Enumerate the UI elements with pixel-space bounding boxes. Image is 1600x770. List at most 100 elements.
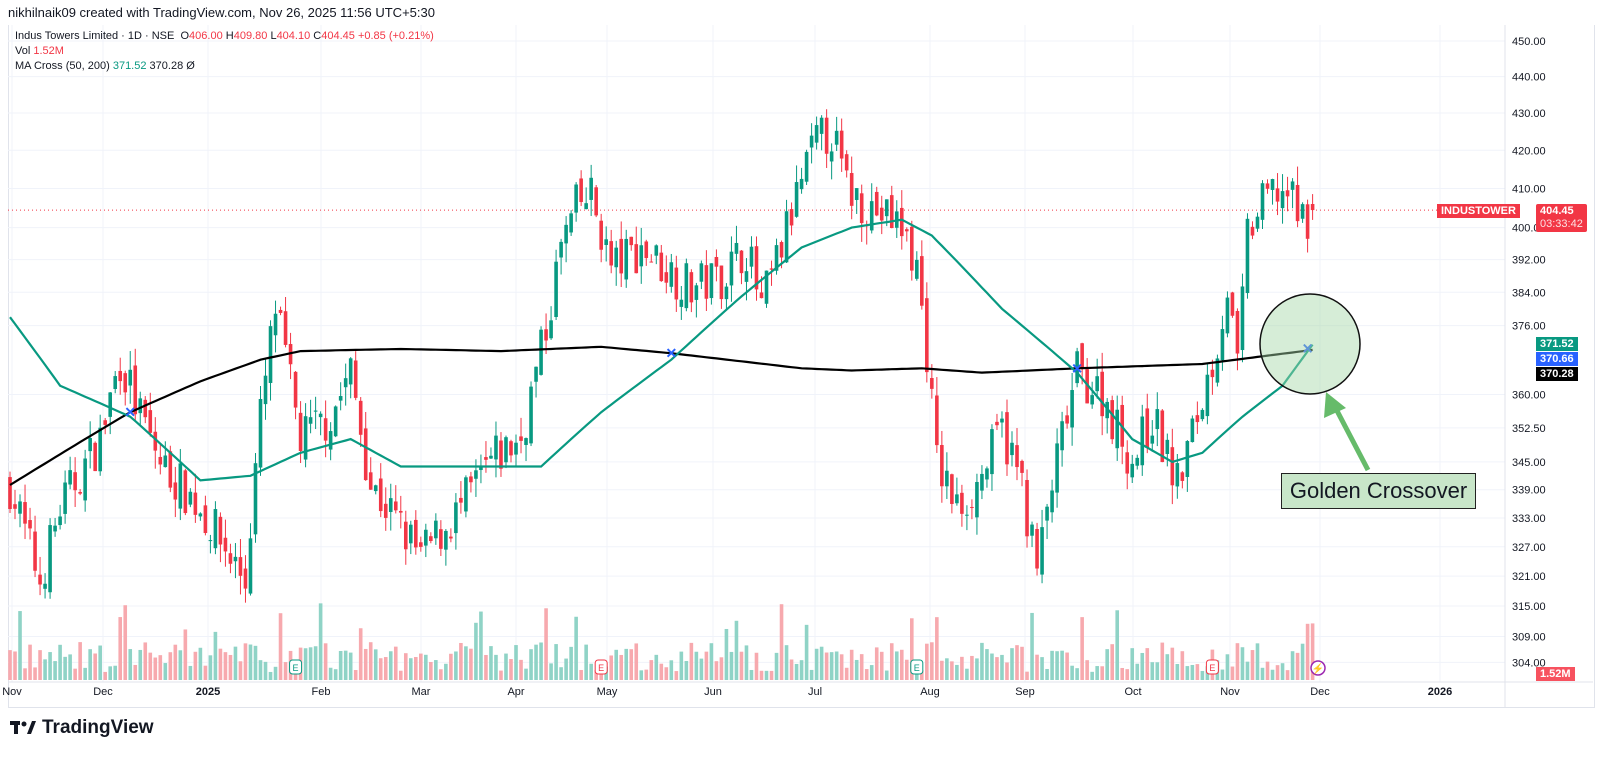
candle-body	[183, 470, 188, 514]
volume-bar	[1200, 670, 1205, 680]
volume-bar	[368, 642, 373, 680]
candle-body	[799, 178, 804, 190]
candle-body	[1090, 395, 1094, 405]
volume-bar	[1245, 661, 1250, 680]
volume-bar	[960, 656, 964, 680]
candle-body	[709, 263, 714, 299]
volume-bar	[173, 644, 178, 680]
volume-bar	[584, 644, 588, 680]
x-tick-label: May	[597, 686, 618, 698]
candle-body	[143, 399, 148, 418]
highlight-circle	[1259, 293, 1361, 395]
volume-bar	[589, 663, 593, 680]
candle-body	[1145, 408, 1150, 448]
candle-body	[1040, 527, 1044, 575]
arrow-head-icon	[1324, 392, 1346, 418]
volume-bar	[649, 660, 654, 680]
volume-bar	[308, 647, 313, 680]
volume-bar	[534, 644, 538, 680]
candle-body	[754, 246, 759, 290]
golden-crossover-label[interactable]: Golden Crossover	[1281, 473, 1476, 509]
volume-legend: Vol 1.52M	[15, 45, 64, 57]
volume-tag: 1.52M	[1536, 667, 1575, 681]
volume-bar	[1235, 643, 1240, 680]
volume-bar	[544, 608, 548, 680]
candle-body	[1235, 310, 1240, 354]
volume-bar	[1120, 667, 1125, 680]
candle-body	[303, 416, 308, 460]
candle-body	[789, 209, 794, 226]
candle-body	[839, 130, 844, 159]
cross-marker-icon: ✕	[124, 404, 136, 420]
volume-bar	[874, 647, 879, 680]
candle-body	[980, 473, 984, 491]
hidden-icon[interactable]: Ø	[186, 60, 195, 72]
volume-bar	[804, 624, 809, 680]
candle-body	[484, 457, 488, 460]
volume-bar	[1065, 652, 1069, 680]
candle-body	[489, 455, 493, 459]
volume-bar	[138, 649, 143, 680]
candle-body	[43, 583, 47, 589]
volume-bar	[1110, 644, 1114, 680]
change-value: +0.85 (+0.21%)	[357, 30, 434, 42]
candle-body	[714, 256, 719, 267]
earnings-icon: E	[914, 663, 920, 673]
volume-bar	[679, 651, 684, 680]
volume-bar	[163, 663, 168, 680]
candle-body	[243, 568, 248, 589]
candle-body	[609, 241, 613, 266]
x-tick-label: Aug	[920, 686, 940, 698]
candle-body	[213, 509, 218, 549]
candle-body	[1260, 183, 1265, 220]
volume-bar	[393, 646, 398, 680]
volume-bar	[915, 670, 919, 680]
candle-body	[78, 491, 82, 494]
volume-bar	[1265, 661, 1270, 680]
ma-legend: MA Cross (50, 200) 371.52 370.28 Ø	[15, 60, 195, 72]
volume-bar	[1290, 651, 1295, 680]
volume-bar	[659, 663, 664, 680]
candle-body	[1300, 204, 1305, 219]
candle-body	[1095, 376, 1099, 392]
candle-body	[1025, 480, 1029, 537]
candle-body	[13, 504, 17, 509]
candle-body	[1070, 390, 1074, 428]
x-tick-label: Feb	[312, 686, 331, 698]
volume-bar	[694, 651, 699, 680]
candle-body	[68, 470, 72, 485]
volume-bar	[995, 657, 999, 680]
volume-bar	[489, 646, 493, 680]
tradingview-logo[interactable]: TradingView	[10, 717, 154, 739]
volume-bar	[764, 670, 769, 680]
candle-body	[358, 400, 363, 435]
volume-bar	[1045, 668, 1049, 680]
candle-body	[153, 431, 158, 451]
volume-bar	[439, 669, 443, 680]
candle-body	[1130, 463, 1135, 478]
candle-body	[819, 117, 824, 134]
volume-bar	[183, 629, 188, 680]
volume-bar	[839, 654, 844, 680]
candle-body	[544, 329, 548, 341]
volume-bar	[358, 628, 363, 680]
candle-body	[1045, 506, 1049, 521]
y-tick-label: 333.00	[1512, 513, 1546, 525]
candle-body	[975, 481, 979, 518]
candle-body	[93, 442, 97, 472]
candle-body	[519, 436, 523, 441]
volume-bar	[930, 642, 934, 680]
close-value: 404.45	[321, 30, 355, 42]
volume-bar	[634, 643, 639, 680]
volume-bar	[714, 661, 719, 680]
volume-bar	[1030, 612, 1034, 680]
volume-bar	[1085, 660, 1089, 680]
volume-bar	[519, 659, 523, 680]
candle-body	[1310, 204, 1315, 211]
volume-bar	[414, 657, 418, 680]
candle-body	[188, 491, 193, 505]
chart-area[interactable]	[8, 25, 1595, 708]
volume-bar	[178, 650, 183, 680]
candle-body	[634, 244, 639, 274]
